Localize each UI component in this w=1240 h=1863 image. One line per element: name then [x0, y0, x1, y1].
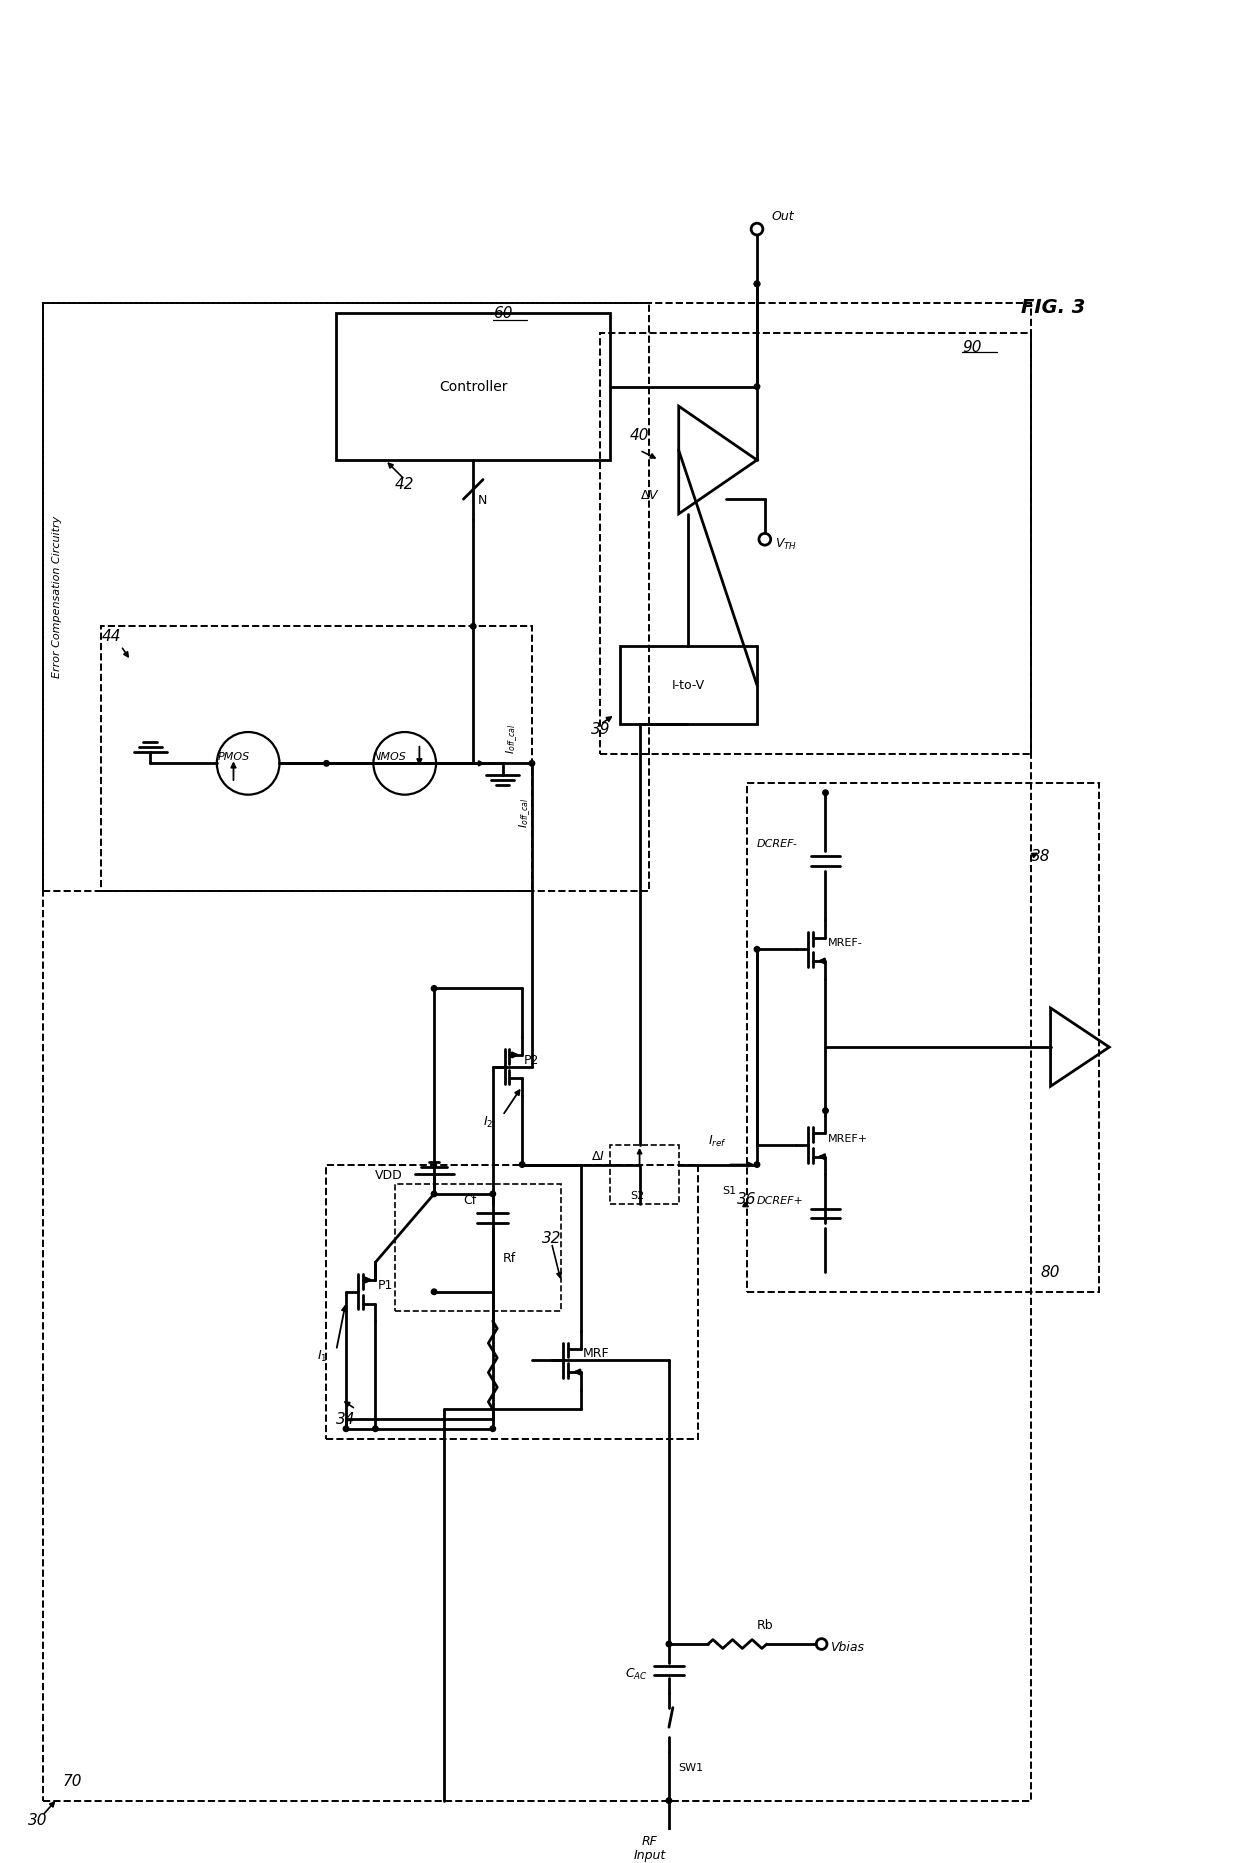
Text: $I_2$: $I_2$ — [484, 1114, 494, 1129]
Text: $C_{AC}$: $C_{AC}$ — [625, 1667, 647, 1682]
Text: $I_1$: $I_1$ — [316, 1349, 327, 1364]
Text: 44: 44 — [102, 630, 120, 645]
Circle shape — [754, 281, 760, 287]
Text: 39: 39 — [590, 723, 610, 738]
Text: Cf: Cf — [464, 1194, 476, 1207]
Bar — [748, 782, 1100, 1291]
Text: S1: S1 — [723, 1187, 737, 1196]
Text: NMOS: NMOS — [373, 753, 407, 762]
Text: I-to-V: I-to-V — [672, 678, 706, 691]
Circle shape — [343, 1425, 348, 1431]
Text: 70: 70 — [62, 1774, 82, 1788]
Bar — [42, 304, 650, 891]
Text: MREF-: MREF- — [827, 939, 862, 948]
Text: P1: P1 — [377, 1278, 393, 1291]
Circle shape — [754, 946, 760, 952]
Text: $\Delta V$: $\Delta V$ — [640, 490, 660, 503]
Text: Rf: Rf — [502, 1252, 516, 1265]
Circle shape — [432, 986, 436, 991]
Text: 90: 90 — [962, 341, 982, 356]
Text: PMOS: PMOS — [217, 753, 249, 762]
Circle shape — [373, 1425, 378, 1431]
Circle shape — [432, 1190, 436, 1196]
Text: SW1: SW1 — [678, 1762, 704, 1774]
Text: DCREF+: DCREF+ — [756, 1196, 804, 1205]
Text: 32: 32 — [542, 1231, 562, 1246]
Text: 36: 36 — [738, 1192, 756, 1207]
Text: N: N — [479, 494, 487, 507]
Text: P2: P2 — [525, 1054, 539, 1067]
Bar — [336, 313, 610, 460]
Circle shape — [470, 624, 476, 630]
Text: 42: 42 — [394, 477, 414, 492]
Bar — [42, 304, 1030, 1802]
Circle shape — [666, 1798, 672, 1803]
Circle shape — [754, 281, 760, 287]
Text: Vbias: Vbias — [831, 1641, 864, 1654]
Text: Error Compensation Circuitry: Error Compensation Circuitry — [52, 516, 62, 678]
Text: Rb: Rb — [756, 1619, 774, 1632]
Bar — [610, 1146, 678, 1203]
Text: 30: 30 — [29, 1813, 47, 1828]
Circle shape — [324, 760, 329, 766]
Text: 60: 60 — [492, 306, 512, 320]
Text: Input: Input — [634, 1850, 666, 1863]
Text: Out: Out — [771, 211, 795, 224]
Bar — [102, 626, 532, 891]
Text: FIG. 3: FIG. 3 — [1022, 298, 1085, 317]
Text: 40: 40 — [630, 428, 650, 443]
Text: VDD: VDD — [376, 1170, 403, 1183]
Text: Controller: Controller — [439, 380, 507, 393]
Text: 34: 34 — [336, 1412, 356, 1427]
Text: MREF+: MREF+ — [827, 1135, 868, 1144]
Bar — [600, 333, 1030, 753]
Circle shape — [490, 1190, 496, 1196]
Circle shape — [823, 790, 828, 796]
Text: $I_{ref}$: $I_{ref}$ — [708, 1135, 727, 1149]
Bar — [326, 1164, 698, 1438]
Text: RF: RF — [641, 1835, 657, 1848]
Text: DCREF-: DCREF- — [756, 838, 797, 848]
Bar — [394, 1185, 562, 1312]
Text: $I_{off\_cal}$: $I_{off\_cal}$ — [517, 797, 533, 827]
Text: MRF: MRF — [583, 1347, 609, 1360]
Circle shape — [823, 1108, 828, 1114]
Text: S2: S2 — [630, 1190, 644, 1202]
Circle shape — [490, 1425, 496, 1431]
Circle shape — [520, 1163, 525, 1168]
Text: $\Delta I$: $\Delta I$ — [590, 1149, 605, 1163]
Circle shape — [666, 1641, 672, 1647]
Text: $I_{off\_cal}$: $I_{off\_cal}$ — [505, 723, 520, 755]
Text: 38: 38 — [1030, 850, 1050, 864]
Bar — [620, 646, 756, 725]
Text: $V_{TH}$: $V_{TH}$ — [775, 537, 797, 551]
Circle shape — [432, 1289, 436, 1295]
Circle shape — [529, 760, 534, 766]
Circle shape — [754, 1163, 760, 1168]
Circle shape — [754, 384, 760, 389]
Text: 80: 80 — [1040, 1265, 1060, 1280]
